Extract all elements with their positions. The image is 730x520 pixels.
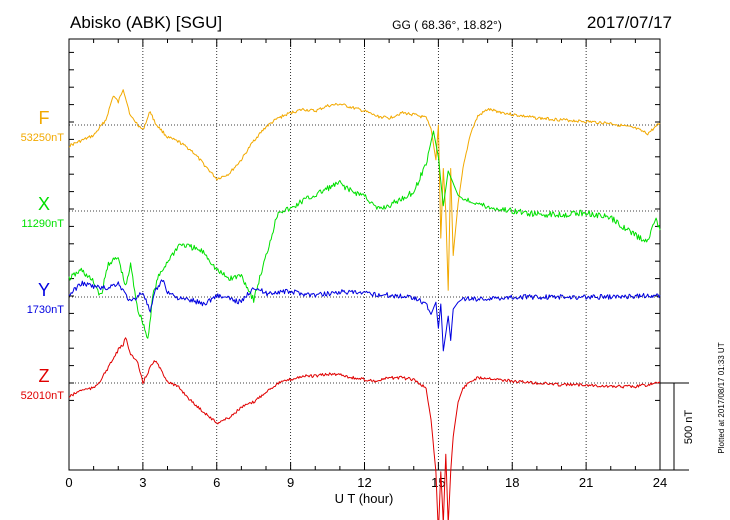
chart-date: 2017/07/17: [587, 13, 672, 32]
scale-bar: 500 nT: [660, 382, 695, 471]
series-lines: [68, 89, 661, 520]
series-baseline-label-z: 52010nT: [21, 390, 65, 402]
x-tick-label: 6: [213, 475, 220, 490]
series-labels: F 53250nT X 11290nT Y 1730nT Z 52010nT: [21, 108, 65, 402]
x-axis-label: U T (hour): [335, 491, 394, 506]
x-tick-label: 12: [357, 475, 371, 490]
series-name-x: X: [38, 194, 50, 214]
series-line-f: [68, 89, 661, 291]
scale-bar-label: 500 nT: [683, 410, 695, 445]
x-tick-label: 3: [139, 475, 146, 490]
x-tick-label: 24: [653, 475, 667, 490]
series-name-f: F: [39, 108, 50, 128]
x-tick-labels: 0 3 6 9 12 15 18 21 24: [65, 475, 667, 490]
series-line-y: [68, 279, 661, 352]
x-tick-label: 15: [431, 475, 445, 490]
axis-ticks: [68, 39, 661, 470]
x-tick-label: 21: [579, 475, 593, 490]
x-tick-label: 9: [287, 475, 294, 490]
series-baseline-label-y: 1730nT: [27, 304, 65, 316]
series-line-z: [68, 337, 661, 520]
plotted-note: Plotted at 2017/08/17 01:33 UT: [717, 342, 726, 453]
series-baseline-label-x: 11290nT: [21, 218, 64, 230]
series-line-x: [68, 130, 661, 339]
series-baseline-label-f: 53250nT: [21, 132, 65, 144]
series-name-y: Y: [38, 280, 50, 300]
x-tick-label: 18: [505, 475, 519, 490]
station-coords: GG ( 68.36°, 18.82°): [392, 18, 502, 32]
series-name-z: Z: [39, 366, 50, 386]
grid-lines: [69, 39, 660, 470]
station-title: Abisko (ABK) [SGU]: [70, 13, 222, 32]
x-tick-label: 0: [65, 475, 72, 490]
